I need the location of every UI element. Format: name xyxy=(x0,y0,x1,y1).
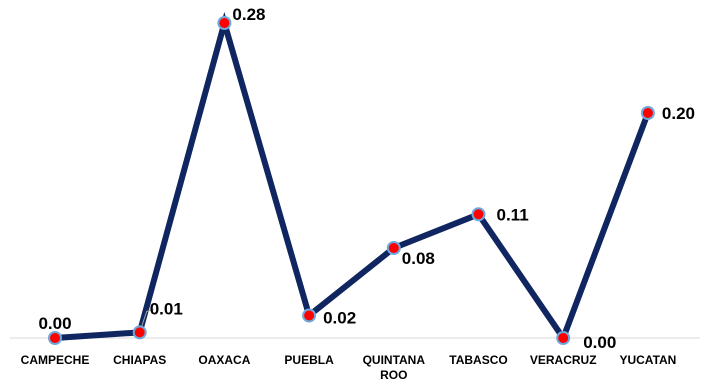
data-point-marker xyxy=(217,16,232,30)
data-label: 0.01 xyxy=(150,299,183,318)
data-labels: 0.00 0.01 0.28 0.02 0.08 0.11 0.00 0.20 xyxy=(38,5,695,352)
data-point-marker xyxy=(302,308,317,323)
data-label: 0.28 xyxy=(232,5,265,24)
markers xyxy=(48,16,655,345)
x-tick-label: CHIAPAS xyxy=(113,353,166,367)
data-label: 0.20 xyxy=(662,104,695,123)
x-tick-labels: CAMPECHE CHIAPAS OAXACA PUEBLA QUINTANA ROO TA… xyxy=(21,353,677,382)
series-line xyxy=(54,11,651,345)
x-tick-label: OAXACA xyxy=(198,353,250,367)
x-tick-label: VERACRUZ xyxy=(530,353,597,367)
data-label: 0.00 xyxy=(38,314,71,333)
x-tick-label: TABASCO xyxy=(449,353,507,367)
data-label: 0.00 xyxy=(583,333,616,352)
data-point-marker xyxy=(132,325,147,340)
data-label: 0.11 xyxy=(497,205,529,224)
data-point-marker xyxy=(386,241,401,255)
data-point-marker xyxy=(640,106,655,120)
data-label: 0.02 xyxy=(323,309,356,328)
leader-line xyxy=(141,308,154,327)
data-point-marker xyxy=(471,207,486,222)
data-label: 0.08 xyxy=(402,249,435,268)
x-tick-label: PUEBLA xyxy=(284,353,334,367)
x-tick-label: YUCATAN xyxy=(619,353,676,367)
x-tick-label: CAMPECHE xyxy=(21,353,90,367)
data-point-marker xyxy=(556,331,571,345)
data-point-marker xyxy=(48,331,62,345)
leader-lines xyxy=(141,308,154,327)
x-tick-label: QUINTANA ROO xyxy=(363,353,426,382)
